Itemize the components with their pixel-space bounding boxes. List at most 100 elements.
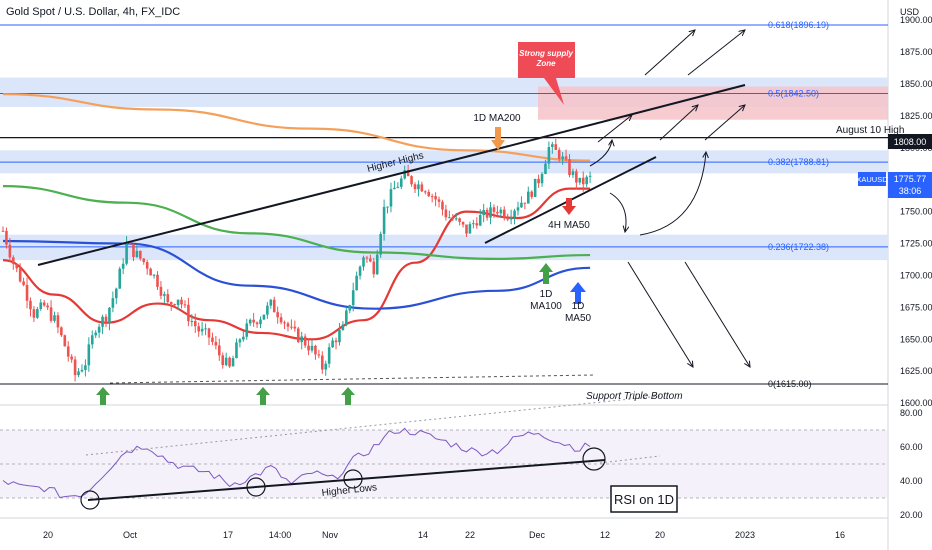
candle-body bbox=[489, 207, 492, 218]
time-tick: 22 bbox=[465, 530, 475, 540]
candle-body bbox=[70, 356, 73, 360]
candle-body bbox=[430, 196, 434, 198]
candle-body bbox=[269, 299, 273, 306]
candle-body bbox=[73, 359, 77, 376]
currency-unit: USD bbox=[900, 7, 920, 17]
fib-label: 0(1615.00) bbox=[768, 379, 812, 389]
candle-body bbox=[544, 163, 547, 174]
candle-body bbox=[468, 224, 472, 234]
time-tick: Oct bbox=[123, 530, 138, 540]
candle-body bbox=[214, 342, 218, 346]
candle-body bbox=[523, 202, 527, 204]
candle-body bbox=[77, 371, 80, 376]
candle-body bbox=[29, 300, 32, 310]
candle-body bbox=[327, 347, 331, 364]
ma-line bbox=[2, 239, 591, 310]
candle-body bbox=[499, 209, 503, 214]
time-tick: 12 bbox=[600, 530, 610, 540]
candle-body bbox=[15, 263, 19, 269]
candle-body bbox=[248, 319, 252, 324]
triple-bottom-arrow-icon bbox=[96, 387, 110, 405]
candle-body bbox=[187, 304, 190, 322]
symbol-text: XAUUSD bbox=[856, 175, 888, 184]
candle-body bbox=[56, 315, 60, 328]
rsi-tick: 40.00 bbox=[900, 476, 923, 486]
time-tick: 14:00 bbox=[269, 530, 292, 540]
candle-body bbox=[221, 355, 225, 366]
candle-body bbox=[60, 327, 63, 336]
rsi-tick: 60.00 bbox=[900, 442, 923, 452]
candle-body bbox=[266, 305, 269, 315]
candle-body bbox=[156, 274, 159, 287]
candle-body bbox=[293, 326, 297, 329]
ma-line bbox=[2, 185, 591, 260]
candle-body bbox=[557, 149, 561, 159]
candle-body bbox=[1, 230, 5, 232]
price-tick: 1650.00 bbox=[900, 334, 932, 344]
candle-body bbox=[424, 191, 427, 193]
candle-body bbox=[152, 274, 156, 276]
candle-body bbox=[506, 217, 509, 220]
rsi-line bbox=[2, 427, 591, 499]
candle-body bbox=[255, 322, 259, 325]
candle-body bbox=[441, 201, 444, 210]
higher-highs-trendline[interactable] bbox=[37, 146, 506, 266]
candle-body bbox=[128, 242, 132, 245]
candle-body bbox=[180, 299, 183, 305]
candle-body bbox=[18, 268, 22, 282]
candle-body bbox=[163, 294, 166, 296]
candle-body bbox=[427, 191, 431, 197]
candle-body bbox=[142, 258, 146, 263]
candle-body bbox=[578, 177, 582, 183]
candle-body bbox=[190, 321, 194, 323]
candle-body bbox=[509, 217, 513, 220]
candle-body bbox=[276, 312, 279, 318]
higher-lows-rsi-trendline[interactable] bbox=[87, 459, 606, 501]
rsi-low-circle bbox=[80, 490, 100, 510]
candle-body bbox=[413, 184, 417, 190]
candle-body bbox=[111, 298, 115, 308]
candle-body bbox=[568, 159, 571, 175]
ma100-arrow-icon bbox=[539, 263, 553, 284]
candle-body bbox=[375, 254, 379, 275]
candle-body bbox=[554, 144, 558, 150]
candle-body bbox=[108, 307, 111, 323]
dotted-support-line bbox=[109, 374, 596, 384]
candle-body bbox=[341, 324, 345, 331]
candle-body bbox=[393, 187, 396, 190]
candle-body bbox=[437, 199, 441, 202]
candle-body bbox=[145, 262, 149, 269]
candle-body bbox=[448, 217, 451, 219]
candle-body bbox=[231, 358, 235, 367]
candle-body bbox=[296, 328, 300, 343]
candle-body bbox=[207, 328, 211, 338]
ma-line bbox=[2, 93, 591, 162]
chart-title: Gold Spot / U.S. Dollar, 4h, FX_IDC bbox=[6, 6, 181, 18]
support-label: Support Triple Bottom bbox=[586, 391, 683, 402]
candle-body bbox=[32, 309, 36, 318]
candle-body bbox=[166, 294, 170, 303]
supply-callout bbox=[518, 42, 575, 105]
candle-body bbox=[434, 196, 437, 200]
candle-body bbox=[379, 233, 382, 255]
candle-body bbox=[279, 317, 283, 323]
candle-body bbox=[334, 340, 338, 343]
price-tick: 1900.00 bbox=[900, 15, 932, 25]
candle-body bbox=[5, 230, 8, 245]
august-high-label: August 10 High bbox=[836, 125, 904, 136]
candle-body bbox=[224, 357, 228, 366]
candle-body bbox=[149, 268, 152, 276]
candle-body bbox=[454, 218, 458, 220]
candle-body bbox=[310, 345, 314, 351]
candle-body bbox=[520, 202, 523, 208]
candle-body bbox=[348, 305, 352, 311]
candle-body bbox=[561, 156, 564, 159]
time-tick: Dec bbox=[529, 530, 546, 540]
candle-body bbox=[317, 354, 321, 356]
upper-channel-trendline[interactable] bbox=[504, 84, 746, 148]
candle-body bbox=[382, 206, 386, 234]
candle-body bbox=[197, 326, 200, 332]
candle-body bbox=[540, 173, 544, 184]
ma50-1d-label-1: 1D bbox=[572, 301, 585, 312]
